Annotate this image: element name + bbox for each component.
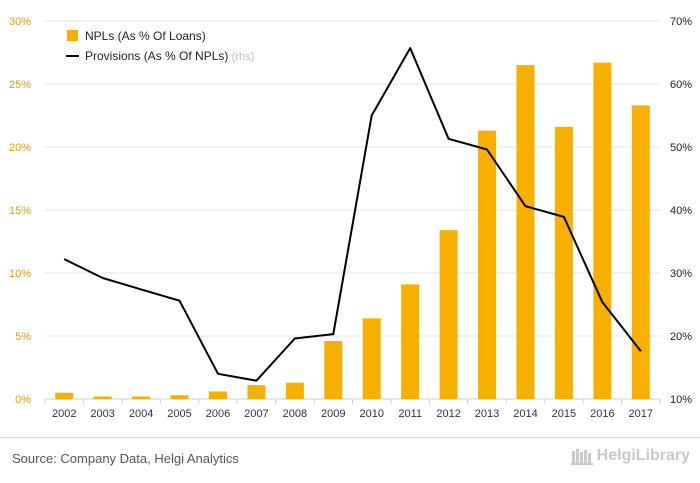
npl-bar — [362, 318, 381, 399]
legend-label-provisions: Provisions (As % Of NPLs) (rhs) — [85, 49, 254, 63]
right-tick-label: 50% — [670, 142, 692, 154]
npl-bar — [132, 396, 151, 399]
right-tick-label: 70% — [670, 16, 692, 28]
library-icon — [570, 449, 593, 465]
left-tick-label: 0% — [15, 394, 31, 406]
left-tick-label: 10% — [9, 268, 31, 280]
x-tick-label: 2013 — [475, 408, 499, 420]
x-tick-label: 2014 — [513, 408, 537, 420]
x-tick-label: 2006 — [206, 408, 230, 420]
x-tick-label: 2009 — [321, 408, 345, 420]
left-tick-label: 5% — [15, 331, 31, 343]
legend-label-npl: NPLs (As % Of Loans) — [85, 29, 206, 43]
npl-bar — [170, 395, 189, 399]
left-tick-label: 25% — [9, 79, 31, 91]
provisions-line — [63, 47, 642, 382]
left-tick-label: 30% — [9, 16, 31, 28]
left-tick-label: 20% — [9, 142, 31, 154]
x-tick-label: 2008 — [283, 408, 307, 420]
left-tick-label: 15% — [9, 205, 31, 217]
x-tick-label: 2011 — [398, 408, 422, 420]
npl-bar — [93, 396, 112, 399]
npl-bar — [593, 62, 612, 400]
right-tick-label: 20% — [670, 331, 692, 343]
right-tick-label: 30% — [670, 268, 692, 280]
right-tick-label: 60% — [670, 79, 692, 91]
x-tick-label: 2017 — [629, 408, 653, 420]
npl-bar — [285, 382, 304, 399]
npl-bar — [516, 65, 535, 399]
x-tick-label: 2015 — [552, 408, 576, 420]
npl-bar — [401, 284, 420, 399]
npl-bar — [631, 105, 650, 400]
npl-bar — [324, 341, 343, 399]
npl-bar — [439, 230, 458, 399]
legend-rhs-note: (rhs) — [232, 51, 255, 63]
x-tick-label: 2010 — [359, 408, 383, 420]
x-tick-label: 2005 — [167, 408, 191, 420]
brand-name: HelgiLibrary — [596, 447, 690, 464]
right-tick-label: 10% — [670, 394, 692, 406]
axes: 0% 5% 10% 15% 20% 25% 30% 10% 20% 30% 40% 50% 60% 70%… — [9, 16, 692, 420]
x-tick-label: 2004 — [129, 408, 153, 420]
npl-bar — [554, 126, 573, 399]
brand-logo: HelgiLibrary — [570, 447, 690, 465]
right-tick-label: 40% — [670, 205, 692, 217]
provisions-line-layer — [63, 47, 642, 382]
gridlines — [45, 20, 660, 400]
npl-bar — [478, 130, 497, 399]
npl-provisions-chart: 0% 5% 10% 15% 20% 25% 30% 10% 20% 30% 40% 50% 60% 70%… — [9, 16, 692, 420]
x-tick-label: 2012 — [436, 408, 460, 420]
npl-bar — [55, 392, 74, 399]
x-tick-label: 2002 — [52, 408, 76, 420]
npl-bars — [55, 62, 650, 400]
footer-divider — [0, 437, 700, 438]
npl-bar — [208, 391, 227, 399]
x-tick-label: 2007 — [244, 408, 268, 420]
x-tick-label: 2003 — [90, 408, 114, 420]
legend-swatch-npl — [67, 30, 78, 41]
legend: NPLs (As % Of Loans) Provisions (As % Of … — [66, 29, 254, 63]
source-note: Source: Company Data, Helgi Analytics — [12, 451, 239, 466]
npl-bar — [247, 385, 266, 399]
x-tick-label: 2016 — [590, 408, 614, 420]
